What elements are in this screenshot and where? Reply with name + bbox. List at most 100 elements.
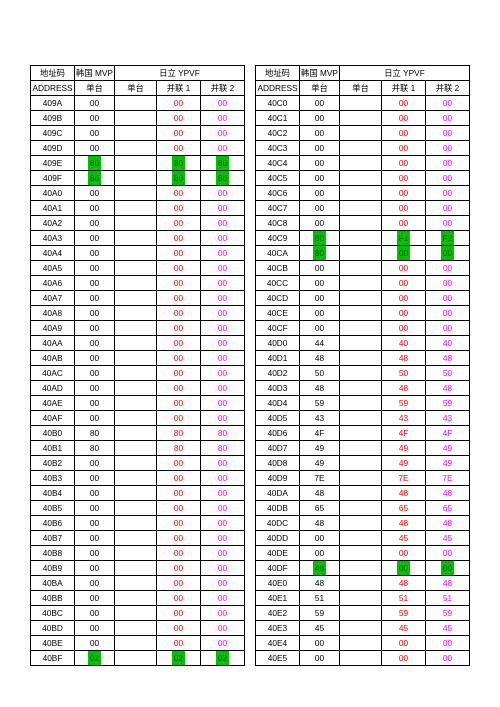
cell-address: 40A7 bbox=[31, 291, 75, 306]
cell-dan bbox=[115, 651, 157, 666]
table-row: 40B2000000 bbox=[31, 456, 245, 471]
cell-bl2: 00 bbox=[201, 186, 245, 201]
cell-bl2: 4F bbox=[426, 426, 470, 441]
cell-bl2: 00 bbox=[201, 456, 245, 471]
cell-bl2: 00 bbox=[201, 516, 245, 531]
table-row: 40D2505050 bbox=[256, 366, 470, 381]
cell-bl2: 00 bbox=[426, 561, 470, 576]
cell-bl2: 43 bbox=[426, 411, 470, 426]
cell-bl1: 7E bbox=[382, 471, 426, 486]
table-row: 40A4000000 bbox=[31, 246, 245, 261]
table-row: 40A6000000 bbox=[31, 276, 245, 291]
cell-mvp: 00 bbox=[300, 186, 340, 201]
cell-address: 40D0 bbox=[256, 336, 300, 351]
cell-bl2: 45 bbox=[426, 621, 470, 636]
cell-bl1: 49 bbox=[382, 441, 426, 456]
cell-bl2: 65 bbox=[426, 501, 470, 516]
cell-address: 40C3 bbox=[256, 141, 300, 156]
cell-bl2: 00 bbox=[201, 501, 245, 516]
cell-bl2: 48 bbox=[426, 381, 470, 396]
cell-bl1: 50 bbox=[382, 366, 426, 381]
cell-mvp: 00 bbox=[75, 111, 115, 126]
table-row: 40C7000000 bbox=[256, 201, 470, 216]
cell-bl1: 00 bbox=[157, 276, 201, 291]
cell-dan bbox=[340, 576, 382, 591]
cell-address: 40CB bbox=[256, 261, 300, 276]
cell-dan bbox=[340, 651, 382, 666]
cell-mvp: 00 bbox=[300, 126, 340, 141]
cell-dan bbox=[340, 516, 382, 531]
cell-address: 40C1 bbox=[256, 111, 300, 126]
table-row: 40C980F1F2 bbox=[256, 231, 470, 246]
cell-dan bbox=[115, 471, 157, 486]
cell-dan bbox=[115, 306, 157, 321]
cell-bl1: 00 bbox=[157, 231, 201, 246]
cell-mvp: 00 bbox=[75, 291, 115, 306]
cell-address: 409A bbox=[31, 96, 75, 111]
cell-address: 40D9 bbox=[256, 471, 300, 486]
cell-dan bbox=[340, 186, 382, 201]
cell-bl2: 00 bbox=[201, 141, 245, 156]
cell-mvp: 48 bbox=[300, 381, 340, 396]
cell-bl2: 00 bbox=[201, 246, 245, 261]
cell-bl2: 00 bbox=[201, 96, 245, 111]
cell-dan bbox=[340, 276, 382, 291]
cell-mvp: 00 bbox=[75, 351, 115, 366]
cell-dan bbox=[115, 606, 157, 621]
cell-mvp: 00 bbox=[300, 171, 340, 186]
cell-address: 409D bbox=[31, 141, 75, 156]
cell-bl1: 00 bbox=[157, 576, 201, 591]
cell-mvp: 00 bbox=[75, 501, 115, 516]
cell-mvp: 49 bbox=[300, 456, 340, 471]
cell-bl2: 00 bbox=[201, 486, 245, 501]
header-ypvf-brand: 日立 YPVF bbox=[115, 66, 245, 81]
cell-bl2: 00 bbox=[426, 246, 470, 261]
cell-bl1: 45 bbox=[382, 621, 426, 636]
cell-dan bbox=[340, 471, 382, 486]
cell-bl2: 00 bbox=[201, 351, 245, 366]
cell-mvp: 00 bbox=[300, 321, 340, 336]
cell-mvp: 4F bbox=[300, 426, 340, 441]
cell-mvp: 00 bbox=[75, 231, 115, 246]
cell-address: 40B2 bbox=[31, 456, 75, 471]
cell-address: 40C4 bbox=[256, 156, 300, 171]
cell-bl1: 00 bbox=[157, 306, 201, 321]
cell-bl1: 00 bbox=[382, 636, 426, 651]
table-row: 40BE000000 bbox=[31, 636, 245, 651]
cell-bl1: 45 bbox=[382, 531, 426, 546]
cell-mvp: 00 bbox=[75, 321, 115, 336]
cell-bl2: 00 bbox=[201, 336, 245, 351]
cell-mvp: 00 bbox=[75, 141, 115, 156]
cell-mvp: 59 bbox=[300, 606, 340, 621]
cell-dan bbox=[340, 366, 382, 381]
cell-address: 409E bbox=[31, 156, 75, 171]
cell-bl1: 00 bbox=[382, 126, 426, 141]
header-mvp-col: 单台 bbox=[300, 81, 340, 96]
cell-bl1: 00 bbox=[157, 606, 201, 621]
cell-bl1: 00 bbox=[382, 171, 426, 186]
cell-bl1: 00 bbox=[382, 261, 426, 276]
cell-mvp: 02 bbox=[75, 651, 115, 666]
cell-mvp: 00 bbox=[75, 336, 115, 351]
cell-dan bbox=[340, 126, 382, 141]
header-mvp-brand: 韩国 MVP bbox=[75, 66, 115, 81]
cell-address: 40A4 bbox=[31, 246, 75, 261]
cell-dan bbox=[340, 546, 382, 561]
cell-address: 40A6 bbox=[31, 276, 75, 291]
cell-bl1: 00 bbox=[157, 126, 201, 141]
cell-address: 40D6 bbox=[256, 426, 300, 441]
cell-mvp: 00 bbox=[75, 471, 115, 486]
left-table: 地址码韩国 MVP日立 YPVFADDRESS单台单台并联 1并联 2409A0… bbox=[30, 65, 245, 666]
cell-bl1: 00 bbox=[382, 651, 426, 666]
cell-bl1: 00 bbox=[157, 321, 201, 336]
cell-mvp: 00 bbox=[75, 96, 115, 111]
cell-address: 40CF bbox=[256, 321, 300, 336]
table-row: 40AE000000 bbox=[31, 396, 245, 411]
cell-address: 40B1 bbox=[31, 441, 75, 456]
header-address: ADDRESS bbox=[31, 81, 75, 96]
cell-address: 40AC bbox=[31, 366, 75, 381]
cell-address: 40BB bbox=[31, 591, 75, 606]
cell-address: 40DC bbox=[256, 516, 300, 531]
table-row: 40A2000000 bbox=[31, 216, 245, 231]
cell-bl1: 00 bbox=[382, 321, 426, 336]
